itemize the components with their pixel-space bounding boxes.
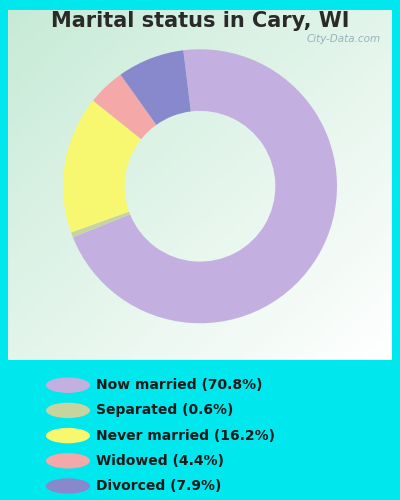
Circle shape <box>46 478 90 494</box>
Circle shape <box>46 428 90 444</box>
Text: Marital status in Cary, WI: Marital status in Cary, WI <box>51 11 349 31</box>
Wedge shape <box>71 212 130 238</box>
Wedge shape <box>93 74 156 139</box>
Text: Divorced (7.9%): Divorced (7.9%) <box>96 479 221 493</box>
Text: Widowed (4.4%): Widowed (4.4%) <box>96 454 224 468</box>
Text: Never married (16.2%): Never married (16.2%) <box>96 428 275 442</box>
Circle shape <box>46 402 90 418</box>
Text: Separated (0.6%): Separated (0.6%) <box>96 404 233 417</box>
Text: City-Data.com: City-Data.com <box>306 34 380 44</box>
Wedge shape <box>120 50 191 125</box>
Circle shape <box>46 378 90 393</box>
Text: Now married (70.8%): Now married (70.8%) <box>96 378 262 392</box>
Wedge shape <box>73 50 337 323</box>
Circle shape <box>46 453 90 468</box>
Wedge shape <box>63 100 141 232</box>
